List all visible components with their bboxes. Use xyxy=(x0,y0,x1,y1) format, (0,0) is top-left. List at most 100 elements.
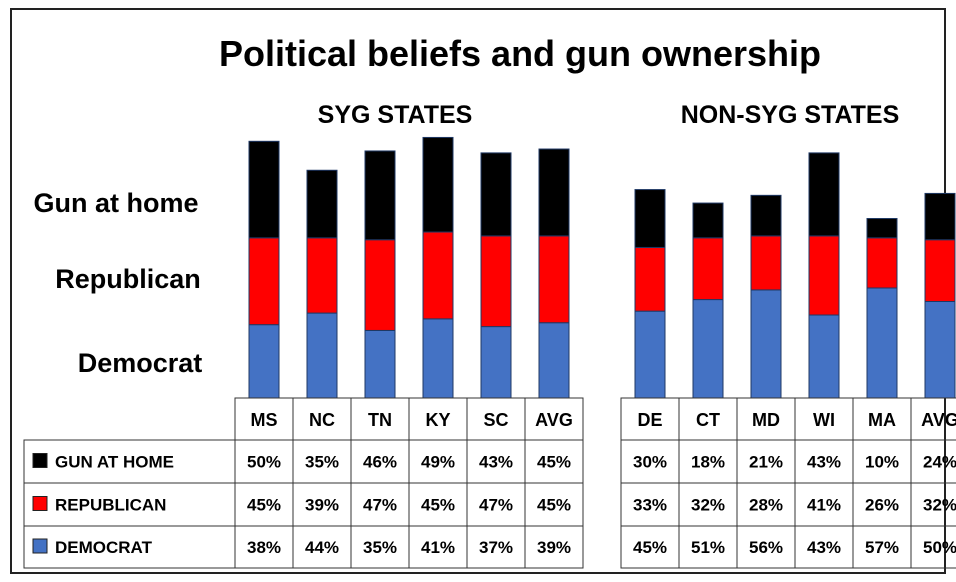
bar-wi-1-republican xyxy=(808,235,840,316)
category-label-ct: CT xyxy=(696,410,720,430)
data-label: 43% xyxy=(807,538,841,557)
category-label-sc: SC xyxy=(483,410,508,430)
data-label: 28% xyxy=(749,496,783,515)
legend-swatch-2 xyxy=(32,538,48,554)
bar-sc-0-republican xyxy=(480,235,512,328)
data-label: 41% xyxy=(421,538,455,557)
data-table: MS NC TN KY SC AVG DE CT MD WI MA AVG GUN AT HOME 50%… xyxy=(23,397,956,569)
bar-ct-1-gun-at-home xyxy=(692,202,724,239)
data-label: 50% xyxy=(923,538,956,557)
data-label: 32% xyxy=(923,496,956,515)
category-label-de: DE xyxy=(637,410,662,430)
data-label: 35% xyxy=(363,538,397,557)
bar-avg-0-democrat xyxy=(538,322,570,399)
bar-ma-1-gun-at-home xyxy=(866,218,898,239)
bar-de-1-gun-at-home xyxy=(634,189,666,248)
group-label-syg: SYG STATES xyxy=(318,101,473,129)
data-label: 43% xyxy=(479,453,513,472)
category-label-wi: WI xyxy=(813,410,835,430)
bar-ct-1-democrat xyxy=(692,299,724,399)
bar-sc-0-democrat xyxy=(480,326,512,399)
bars-layer xyxy=(248,136,956,399)
data-label: 50% xyxy=(247,453,281,472)
data-label: 47% xyxy=(363,496,397,515)
bar-sc-0-gun-at-home xyxy=(480,152,512,237)
data-label: 45% xyxy=(537,453,571,472)
category-label-avg: AVG xyxy=(535,410,573,430)
category-label-ky: KY xyxy=(425,410,450,430)
data-label: 35% xyxy=(305,453,339,472)
row-box xyxy=(620,525,956,569)
bar-avg-1-republican xyxy=(924,239,956,303)
category-label-ma: MA xyxy=(868,410,896,430)
data-label: 37% xyxy=(479,538,513,557)
data-label: 18% xyxy=(691,453,725,472)
data-label: 24% xyxy=(923,453,956,472)
data-label: 51% xyxy=(691,538,725,557)
data-label: 10% xyxy=(865,453,899,472)
data-label: 39% xyxy=(537,538,571,557)
data-label: 43% xyxy=(807,453,841,472)
data-label: 21% xyxy=(749,453,783,472)
data-label: 30% xyxy=(633,453,667,472)
data-label: 46% xyxy=(363,453,397,472)
bar-nc-0-democrat xyxy=(306,312,338,399)
legend-entry-democrat: DEMOCRAT xyxy=(55,538,153,557)
bar-nc-0-republican xyxy=(306,237,338,314)
data-label: 32% xyxy=(691,496,725,515)
bar-ms-0-gun-at-home xyxy=(248,140,280,239)
bar-ky-0-democrat xyxy=(422,318,454,399)
bar-ma-1-republican xyxy=(866,237,898,289)
data-label: 45% xyxy=(421,496,455,515)
bar-md-1-democrat xyxy=(750,289,782,399)
bar-md-1-republican xyxy=(750,235,782,291)
bar-ct-1-republican xyxy=(692,237,724,301)
data-label: 26% xyxy=(865,496,899,515)
category-label-tn: TN xyxy=(368,410,392,430)
row-box xyxy=(620,482,956,527)
bar-wi-1-democrat xyxy=(808,314,840,399)
bar-avg-1-democrat xyxy=(924,301,956,399)
data-label: 45% xyxy=(247,496,281,515)
bar-ma-1-democrat xyxy=(866,287,898,399)
data-label: 45% xyxy=(537,496,571,515)
legend-swatch-1 xyxy=(32,496,48,511)
category-label-md: MD xyxy=(752,410,780,430)
bar-tn-0-gun-at-home xyxy=(364,150,396,241)
bar-de-1-democrat xyxy=(634,310,666,399)
row-box xyxy=(620,439,956,484)
category-label-ms: MS xyxy=(251,410,278,430)
legend-entry-gun-at-home: GUN AT HOME xyxy=(55,453,174,472)
chart-frame xyxy=(10,8,946,574)
data-label: 38% xyxy=(247,538,281,557)
bar-nc-0-gun-at-home xyxy=(306,169,338,239)
bar-wi-1-gun-at-home xyxy=(808,152,840,237)
bar-avg-0-gun-at-home xyxy=(538,148,570,237)
chart-title: Political beliefs and gun ownership xyxy=(219,33,821,74)
header-box-1 xyxy=(620,397,956,441)
bar-avg-0-republican xyxy=(538,235,570,324)
row-label-gun-at-home: Gun at home xyxy=(33,188,198,218)
bar-ms-0-republican xyxy=(248,237,280,326)
group-label-non-syg: NON-SYG STATES xyxy=(681,101,900,129)
data-label: 47% xyxy=(479,496,513,515)
bar-ky-0-republican xyxy=(422,231,454,320)
category-label-avg: AVG xyxy=(921,410,956,430)
data-label: 33% xyxy=(633,496,667,515)
bar-de-1-republican xyxy=(634,246,666,312)
row-label-republican: Republican xyxy=(55,264,201,294)
bar-ms-0-democrat xyxy=(248,324,280,399)
bar-avg-1-gun-at-home xyxy=(924,192,956,241)
bar-tn-0-democrat xyxy=(364,329,396,399)
bar-ky-0-gun-at-home xyxy=(422,136,454,233)
row-label-democrat: Democrat xyxy=(78,348,203,378)
legend-swatch-0 xyxy=(32,453,48,468)
data-label: 45% xyxy=(633,538,667,557)
bar-tn-0-republican xyxy=(364,239,396,331)
data-label: 56% xyxy=(749,538,783,557)
legend-entry-republican: REPUBLICAN xyxy=(55,496,166,515)
bar-md-1-gun-at-home xyxy=(750,194,782,237)
data-label: 49% xyxy=(421,453,455,472)
data-label: 39% xyxy=(305,496,339,515)
